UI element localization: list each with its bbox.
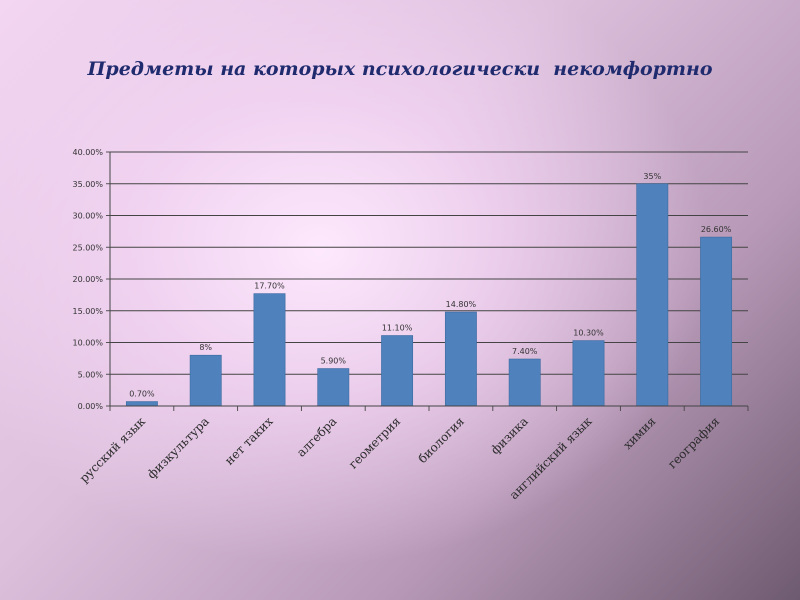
bar bbox=[253, 293, 286, 407]
bar bbox=[572, 340, 605, 407]
y-tick-label: 20.00% bbox=[72, 275, 103, 284]
y-axis-tick-labels: 0.00% 5.00% 10.00% 15.00% 20.00% 25.00% 30.00%… bbox=[72, 148, 103, 411]
category-label: геометрия bbox=[346, 414, 403, 471]
category-label: нет таких bbox=[222, 414, 276, 468]
bar bbox=[317, 368, 350, 407]
data-labels: 0.70% 8% 17.70% 5.90% 11.10% 14.80% 7.40% 10.30… bbox=[129, 172, 732, 399]
data-label: 35% bbox=[643, 172, 661, 181]
bar bbox=[444, 311, 477, 407]
data-label: 11.10% bbox=[382, 324, 413, 333]
bar bbox=[700, 236, 733, 407]
bar bbox=[636, 183, 669, 407]
bars bbox=[125, 183, 733, 407]
category-label: физкультура bbox=[145, 414, 212, 481]
slide-title: Предметы на которых психологически неком… bbox=[87, 58, 713, 80]
bar bbox=[125, 401, 158, 407]
axes bbox=[109, 152, 749, 411]
y-tick-label: 25.00% bbox=[72, 243, 103, 252]
y-tick-label: 15.00% bbox=[72, 307, 103, 316]
y-tick-label: 30.00% bbox=[72, 212, 103, 221]
category-label: химия bbox=[620, 414, 658, 452]
category-label: биология bbox=[415, 414, 467, 466]
y-tick-label: 35.00% bbox=[72, 180, 103, 189]
category-label: русский язык bbox=[77, 414, 149, 486]
data-label: 7.40% bbox=[512, 347, 538, 356]
y-tick-label: 40.00% bbox=[72, 148, 103, 157]
data-label: 14.80% bbox=[446, 300, 477, 309]
data-label: 26.60% bbox=[701, 225, 732, 234]
data-label: 5.90% bbox=[321, 357, 347, 366]
category-label: физика bbox=[488, 414, 531, 457]
category-label: география bbox=[665, 414, 722, 471]
bar bbox=[381, 335, 414, 407]
data-label: 8% bbox=[199, 343, 212, 352]
bar bbox=[508, 358, 541, 407]
y-tick-label: 0.00% bbox=[78, 402, 104, 411]
bar bbox=[189, 354, 222, 407]
data-label: 10.30% bbox=[573, 329, 604, 338]
y-tick-label: 5.00% bbox=[78, 370, 104, 379]
data-label: 17.70% bbox=[254, 282, 285, 291]
data-label: 0.70% bbox=[129, 390, 155, 399]
y-tick-label: 10.00% bbox=[72, 339, 103, 348]
category-label: алгебра bbox=[294, 414, 339, 459]
